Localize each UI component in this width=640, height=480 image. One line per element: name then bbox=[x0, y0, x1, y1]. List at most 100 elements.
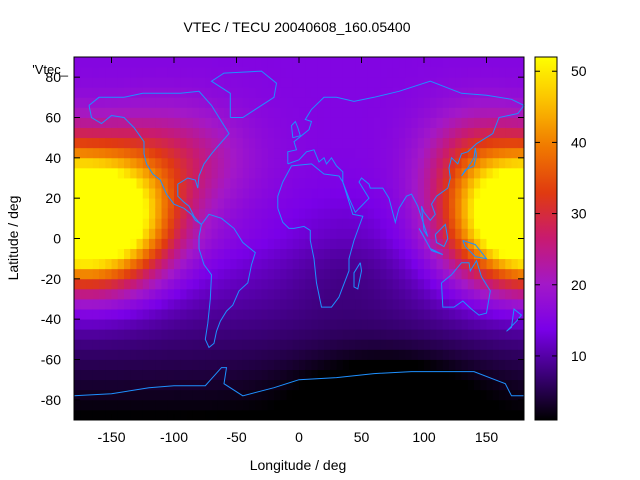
heatmap-cell bbox=[305, 77, 312, 88]
heatmap-cell bbox=[155, 87, 162, 98]
heatmap-cell bbox=[411, 399, 419, 411]
heatmap-cell bbox=[367, 268, 375, 280]
heatmap-cell bbox=[142, 248, 150, 260]
heatmap-cell bbox=[392, 379, 400, 391]
heatmap-cell bbox=[149, 248, 156, 260]
heatmap-cell bbox=[86, 329, 94, 340]
heatmap-cell bbox=[361, 389, 369, 401]
heatmap-cell bbox=[267, 97, 275, 108]
heatmap-cell bbox=[317, 228, 325, 239]
heatmap-cell bbox=[242, 268, 250, 280]
heatmap-cell bbox=[442, 309, 450, 320]
heatmap-cell bbox=[286, 67, 294, 78]
heatmap-cell bbox=[430, 167, 437, 179]
heatmap-cell bbox=[167, 319, 175, 330]
heatmap-cell bbox=[136, 117, 144, 128]
heatmap-cell bbox=[492, 167, 500, 179]
heatmap-cell bbox=[299, 228, 306, 239]
heatmap-cell bbox=[492, 107, 500, 118]
heatmap-cell bbox=[442, 228, 450, 239]
heatmap-cell bbox=[242, 97, 250, 108]
heatmap-cell bbox=[492, 157, 500, 169]
heatmap-cell bbox=[149, 178, 156, 189]
heatmap-cell bbox=[161, 57, 169, 68]
heatmap-cell bbox=[486, 399, 494, 411]
heatmap-cell bbox=[311, 399, 319, 411]
heatmap-cell bbox=[299, 339, 306, 350]
heatmap-cell bbox=[280, 107, 287, 118]
heatmap-cell bbox=[299, 198, 306, 209]
heatmap-cell bbox=[267, 67, 275, 78]
heatmap-cell bbox=[399, 319, 406, 330]
heatmap-cell bbox=[367, 309, 375, 320]
heatmap-cell bbox=[86, 117, 94, 128]
heatmap-cell bbox=[130, 299, 137, 310]
heatmap-cell bbox=[324, 329, 331, 340]
heatmap-cell bbox=[399, 147, 406, 159]
heatmap-cell bbox=[499, 369, 506, 381]
heatmap-cell bbox=[355, 399, 362, 411]
heatmap-cell bbox=[499, 87, 506, 98]
heatmap-cell bbox=[305, 268, 312, 280]
heatmap-cell bbox=[417, 409, 425, 421]
heatmap-cell bbox=[486, 198, 494, 209]
heatmap-cell bbox=[399, 299, 406, 310]
heatmap-cell bbox=[205, 87, 212, 98]
heatmap-cell bbox=[311, 127, 319, 139]
heatmap-cell bbox=[174, 309, 181, 320]
heatmap-cell bbox=[242, 167, 250, 179]
heatmap-cell bbox=[455, 238, 462, 249]
heatmap-cell bbox=[305, 157, 312, 169]
heatmap-cell bbox=[442, 369, 450, 381]
heatmap-cell bbox=[449, 208, 456, 219]
heatmap-cell bbox=[355, 228, 362, 239]
heatmap-cell bbox=[392, 228, 400, 239]
heatmap-cell bbox=[255, 157, 262, 169]
heatmap-cell bbox=[255, 188, 262, 199]
heatmap-cell bbox=[455, 167, 462, 179]
heatmap-cell bbox=[224, 97, 231, 108]
heatmap-cell bbox=[80, 178, 87, 189]
heatmap-cell bbox=[361, 87, 369, 98]
heatmap-cell bbox=[467, 107, 475, 118]
heatmap-cell bbox=[367, 299, 375, 310]
heatmap-cell bbox=[142, 208, 150, 219]
heatmap-cell bbox=[417, 278, 425, 290]
heatmap-cell bbox=[199, 87, 206, 98]
heatmap-cell bbox=[480, 379, 487, 391]
heatmap-cell bbox=[117, 268, 125, 280]
heatmap-cell bbox=[361, 178, 369, 189]
coastline-path bbox=[277, 163, 364, 308]
heatmap-cell bbox=[380, 198, 387, 209]
heatmap-cell bbox=[386, 339, 394, 350]
heatmap-cell bbox=[86, 218, 94, 229]
heatmap-cell bbox=[230, 107, 237, 118]
heatmap-cell bbox=[399, 268, 406, 280]
heatmap-cell bbox=[280, 299, 287, 310]
heatmap-cell bbox=[430, 248, 437, 260]
heatmap-cell bbox=[367, 198, 375, 209]
heatmap-cell bbox=[367, 258, 375, 270]
heatmap-cell bbox=[192, 258, 200, 270]
heatmap-cell bbox=[92, 379, 100, 391]
heatmap-cell bbox=[299, 399, 306, 411]
heatmap-cell bbox=[286, 339, 294, 350]
heatmap-cell bbox=[436, 278, 444, 290]
heatmap-cell bbox=[92, 137, 100, 149]
heatmap-cell bbox=[330, 178, 337, 189]
heatmap-cell bbox=[480, 97, 487, 108]
heatmap-cell bbox=[330, 87, 337, 98]
heatmap-cell bbox=[236, 268, 244, 280]
heatmap-cell bbox=[155, 77, 162, 88]
heatmap-cell bbox=[380, 87, 387, 98]
heatmap-cell bbox=[455, 379, 462, 391]
y-tick-label: -20 bbox=[41, 271, 61, 287]
heatmap-cell bbox=[149, 137, 156, 149]
heatmap-cell bbox=[261, 208, 269, 219]
heatmap-cell bbox=[311, 198, 319, 209]
heatmap-cell bbox=[105, 319, 112, 330]
heatmap-cell bbox=[392, 77, 400, 88]
heatmap-cell bbox=[486, 268, 494, 280]
heatmap-cell bbox=[186, 379, 194, 391]
